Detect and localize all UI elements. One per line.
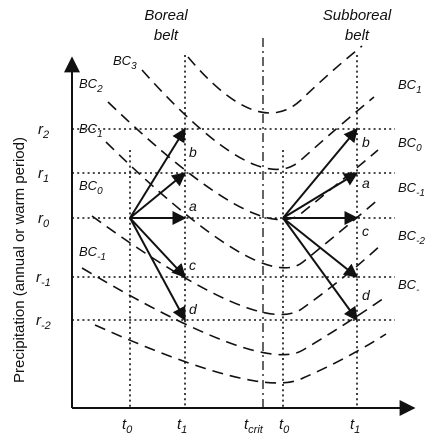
x-tick-t0-left: t0 <box>122 416 133 436</box>
point-d-right: d <box>362 287 371 303</box>
y-axis-label: Precipitation (annual or warm period) <box>11 137 28 383</box>
bc-label-left: BC-1 <box>79 244 106 263</box>
subboreal-belt-label-line1: Subboreal <box>323 7 392 24</box>
arrow-to-c-left <box>129 217 186 279</box>
boreal-belt-label-line2: belt <box>154 27 179 44</box>
x-tick-tcrit: tcrit <box>244 416 264 436</box>
boreal-belt-label-line1: Boreal <box>144 7 188 24</box>
bc-curve <box>94 324 387 384</box>
y-tick-r-2: r-2 <box>36 312 51 332</box>
bc-curve <box>105 141 381 269</box>
bc-label-left: BC3 <box>113 53 137 72</box>
y-tick-r-1: r-1 <box>36 269 51 289</box>
time-reference-lines <box>129 38 358 408</box>
bc-curve <box>141 69 375 171</box>
bc-label-right: BC-1 <box>398 180 425 199</box>
x-tick-t0-right: t0 <box>279 416 290 436</box>
arrow-to-b-right <box>282 127 358 219</box>
point-a-left: a <box>189 198 197 214</box>
y-tick-r2: r2 <box>38 121 49 141</box>
point-b-right: b <box>362 134 370 150</box>
point-c-right: c <box>362 223 369 239</box>
bc-label-left: BC1 <box>79 121 103 140</box>
bc-label-right: BC-2 <box>398 228 425 247</box>
arrow-to-a-upper-right <box>282 172 359 219</box>
left-arrows <box>129 127 187 322</box>
arrow-to-d-right <box>282 217 358 322</box>
bc-curve <box>81 267 385 356</box>
arrow-to-d-left <box>129 217 186 322</box>
x-tick-t1-left: t1 <box>177 416 187 436</box>
x-tick-t1-right: t1 <box>350 416 360 436</box>
point-b-left: b <box>189 144 197 160</box>
arrow-to-b-left <box>129 127 186 219</box>
arrow-to-a-upper-left <box>129 172 187 219</box>
subboreal-belt-label-line2: belt <box>345 27 370 44</box>
precip-reference-lines <box>72 128 395 321</box>
right-arrows <box>282 127 359 322</box>
arrow-to-c-lower-right <box>282 217 359 278</box>
bc-curve <box>187 45 363 114</box>
y-tick-r0: r0 <box>38 210 50 230</box>
bc-label-right: BC1 <box>398 77 422 96</box>
bc-label-left: BC0 <box>79 178 103 197</box>
point-c-left: c <box>189 257 196 273</box>
bc-curve <box>91 215 383 316</box>
bc-label-left: BC2 <box>79 76 103 95</box>
bc-label-right: BC0 <box>398 135 422 154</box>
point-d-left: d <box>189 301 198 317</box>
y-tick-r1: r1 <box>38 165 49 185</box>
point-a-right: a <box>362 175 370 191</box>
bc-curves <box>81 45 387 384</box>
bc-label-right: BC- <box>398 277 420 296</box>
